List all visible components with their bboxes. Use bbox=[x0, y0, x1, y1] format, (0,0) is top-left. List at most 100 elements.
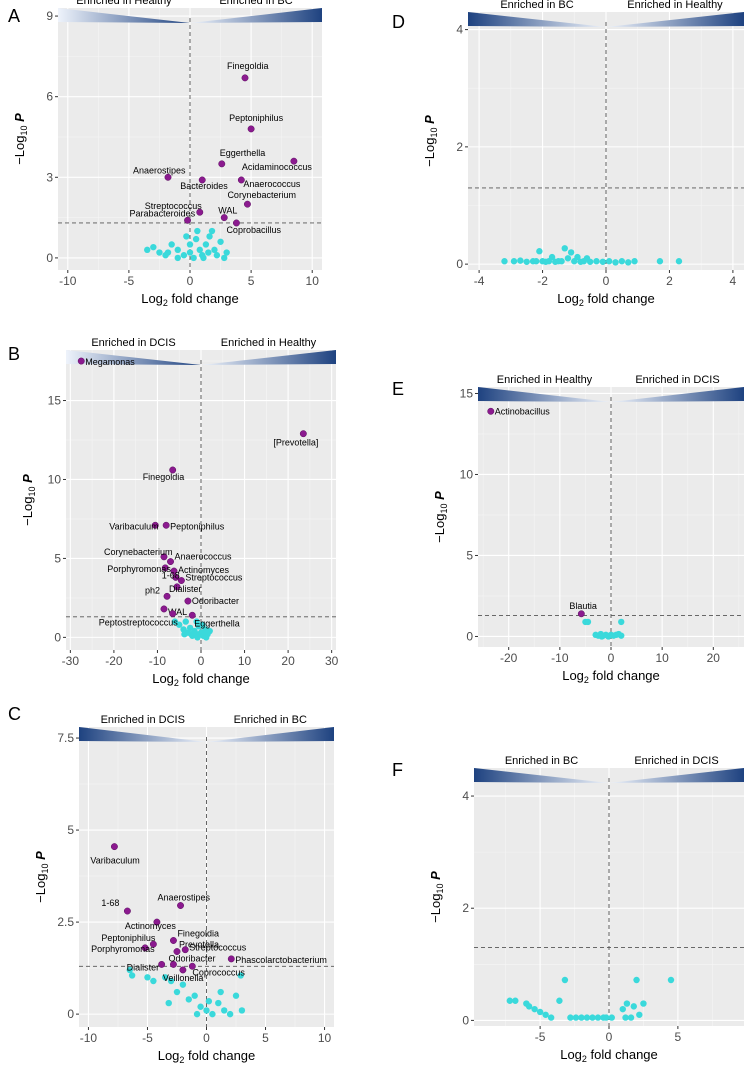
data-point-nonsignificant bbox=[174, 246, 181, 254]
band-right-label: Enriched in DCIS bbox=[635, 374, 719, 386]
data-point-nonsignificant bbox=[561, 245, 568, 252]
data-point-significant bbox=[232, 219, 240, 227]
data-point-nonsignificant bbox=[213, 252, 221, 259]
data-point-significant bbox=[227, 955, 235, 963]
data-point-nonsignificant bbox=[536, 1008, 544, 1016]
panel-letter: A bbox=[8, 6, 20, 26]
data-point-nonsignificant bbox=[205, 249, 212, 256]
y-tick-label: 0 bbox=[456, 257, 463, 271]
data-point-nonsignificant bbox=[150, 243, 157, 251]
data-point-nonsignificant bbox=[183, 233, 190, 240]
data-point-significant bbox=[149, 940, 157, 948]
data-point-significant bbox=[241, 74, 249, 82]
data-point-nonsignificant bbox=[211, 246, 218, 254]
data-point-nonsignificant bbox=[203, 1007, 210, 1014]
point-label: Odoribacter bbox=[192, 596, 239, 606]
data-point-significant bbox=[169, 610, 177, 618]
data-point-nonsignificant bbox=[584, 618, 592, 626]
y-tick-label: 4 bbox=[462, 789, 469, 803]
data-point-nonsignificant bbox=[586, 258, 594, 265]
data-point-significant bbox=[247, 125, 255, 133]
data-point-nonsignificant bbox=[126, 966, 133, 974]
y-tick-label: 0 bbox=[462, 1013, 469, 1027]
point-label: Streptococcus bbox=[145, 201, 203, 211]
point-label: 1-68 bbox=[101, 898, 119, 908]
data-point-nonsignificant bbox=[202, 241, 210, 248]
x-tick-label: 20 bbox=[281, 654, 295, 668]
band-right-label: Enriched in BC bbox=[234, 714, 307, 726]
band-right-label: Enriched in BC bbox=[219, 0, 292, 7]
data-point-nonsignificant bbox=[608, 1014, 615, 1021]
x-tick-label: -20 bbox=[105, 654, 123, 668]
x-tick-label: -20 bbox=[500, 651, 518, 665]
x-tick-label: -2 bbox=[537, 274, 548, 288]
data-point-significant bbox=[184, 597, 192, 605]
data-point-nonsignificant bbox=[171, 618, 179, 625]
y-tick-label: 9 bbox=[46, 9, 53, 23]
y-tick-label: 5 bbox=[466, 548, 473, 562]
data-point-significant bbox=[167, 558, 174, 566]
data-point-nonsignificant bbox=[179, 981, 187, 988]
data-point-nonsignificant bbox=[675, 258, 683, 265]
data-point-significant bbox=[299, 430, 307, 438]
y-tick-label: 15 bbox=[460, 386, 474, 400]
data-point-nonsignificant bbox=[215, 999, 222, 1007]
data-point-significant bbox=[164, 173, 172, 181]
data-point-nonsignificant bbox=[208, 227, 216, 235]
data-point-significant bbox=[237, 176, 245, 184]
y-axis-title: −Log10 P bbox=[20, 474, 37, 526]
data-point-significant bbox=[163, 592, 171, 600]
data-point-nonsignificant bbox=[556, 997, 563, 1004]
data-point-significant bbox=[577, 610, 585, 618]
x-axis-title: Log2 fold change bbox=[557, 291, 655, 308]
data-point-nonsignificant bbox=[199, 621, 206, 628]
point-label: Corynebacterium bbox=[227, 190, 296, 200]
data-point-nonsignificant bbox=[574, 253, 581, 261]
y-tick-label: 2 bbox=[462, 901, 469, 915]
data-point-nonsignificant bbox=[625, 259, 632, 266]
panel-B: -30 -20 -10 0 10 20 30 0 5 10 15 Enriched in DCIS En… bbox=[8, 337, 339, 688]
data-point-nonsignificant bbox=[619, 1005, 626, 1013]
x-tick-label: 10 bbox=[238, 654, 252, 668]
point-label: Eggerthella bbox=[194, 618, 240, 628]
point-label: Finegoldia bbox=[227, 61, 269, 71]
panel-letter: F bbox=[392, 760, 403, 780]
data-point-significant bbox=[243, 200, 251, 208]
point-label: Porphyromonas bbox=[107, 564, 171, 574]
band-left-label: Enriched in Healthy bbox=[76, 0, 172, 7]
data-point-nonsignificant bbox=[221, 254, 228, 262]
data-point-significant bbox=[169, 937, 177, 944]
y-tick-label: 5 bbox=[67, 823, 74, 837]
data-point-nonsignificant bbox=[206, 233, 213, 240]
data-point-significant bbox=[161, 564, 169, 572]
data-point-nonsignificant bbox=[622, 1014, 629, 1021]
x-tick-label: 30 bbox=[325, 654, 339, 668]
data-point-nonsignificant bbox=[201, 629, 208, 636]
panel-letter: D bbox=[392, 12, 405, 32]
band-left-label: Enriched in BC bbox=[500, 0, 573, 11]
data-point-nonsignificant bbox=[542, 1011, 549, 1018]
x-axis-title: Log2 fold change bbox=[152, 671, 250, 688]
data-point-nonsignificant bbox=[523, 258, 530, 265]
y-axis-title: −Log10 P bbox=[422, 115, 439, 167]
data-point-significant bbox=[170, 567, 178, 575]
data-point-nonsignificant bbox=[636, 1011, 643, 1018]
band-right-wedge bbox=[206, 727, 334, 742]
x-tick-label: 5 bbox=[675, 1030, 682, 1044]
point-label: Streptococcus bbox=[185, 573, 243, 583]
data-point-significant bbox=[158, 960, 166, 968]
data-point-nonsignificant bbox=[605, 258, 613, 265]
data-point-significant bbox=[169, 466, 177, 474]
x-axis-title: Log2 fold change bbox=[158, 1048, 256, 1065]
band-right-label: Enriched in DCIS bbox=[634, 755, 718, 767]
data-point-nonsignificant bbox=[603, 1014, 610, 1021]
x-axis-title: Log2 fold change bbox=[562, 668, 660, 685]
data-point-nonsignificant bbox=[194, 227, 201, 235]
data-point-nonsignificant bbox=[583, 1014, 591, 1021]
data-point-nonsignificant bbox=[517, 257, 524, 264]
data-point-nonsignificant bbox=[188, 631, 195, 638]
data-point-nonsignificant bbox=[667, 976, 675, 984]
data-point-nonsignificant bbox=[594, 1014, 602, 1021]
x-tick-label: -10 bbox=[149, 654, 167, 668]
data-point-nonsignificant bbox=[144, 246, 151, 254]
